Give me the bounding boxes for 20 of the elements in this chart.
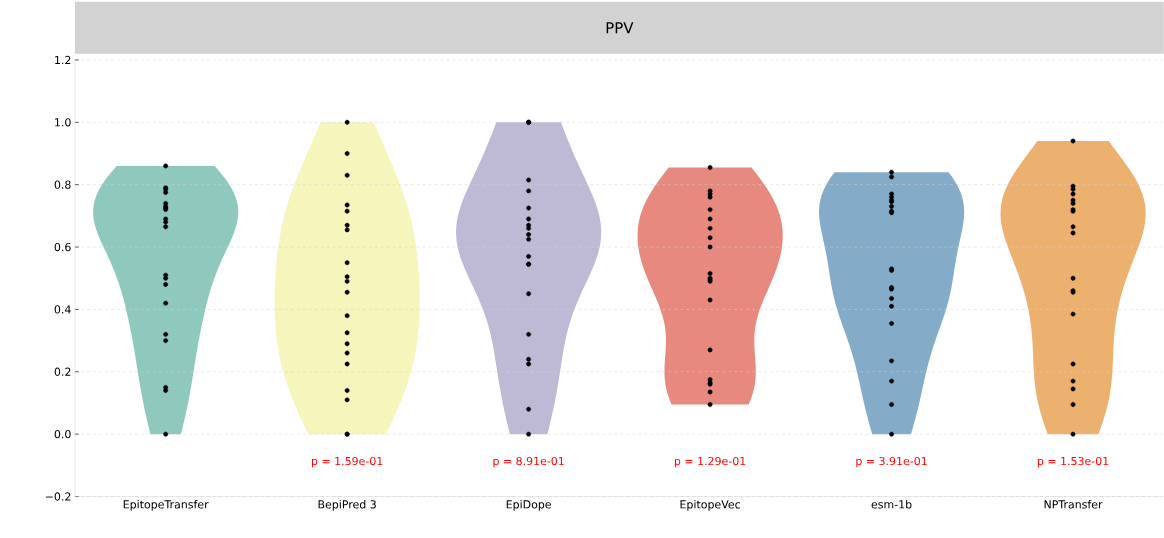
- x-tick-label: EpitopeVec: [680, 499, 741, 511]
- x-tick-label: EpiDope: [506, 499, 551, 511]
- x-tick-label: BepiPred 3: [318, 499, 376, 511]
- y-tick-label: 0.4: [54, 305, 71, 314]
- y-tick-label: 1.0: [55, 117, 71, 127]
- y-tick-label: 0.2: [54, 367, 71, 376]
- x-tick-label: EpitopeTransfer: [123, 499, 209, 511]
- annotation: p = 1.29e-01: [674, 456, 746, 468]
- annotation: p = 3.91e-01: [856, 456, 927, 468]
- chart-title: PPV: [606, 22, 634, 34]
- y-tick-label: 0.0: [54, 429, 71, 439]
- x-tick-label: NPTransfer: [1044, 499, 1103, 509]
- x-tick-label: esm-1b: [871, 499, 912, 509]
- y-tick-label: 1.2: [55, 55, 71, 64]
- annotation: p = 1.59e-01: [311, 456, 383, 468]
- y-tick-label: 0.8: [54, 180, 71, 189]
- y-tick-label: 0.6: [54, 242, 71, 251]
- annotation: p = 8.91e-01: [493, 456, 564, 468]
- y-tick-label: −0.2: [45, 492, 71, 501]
- annotation: p = 1.53e-01: [1037, 456, 1109, 468]
